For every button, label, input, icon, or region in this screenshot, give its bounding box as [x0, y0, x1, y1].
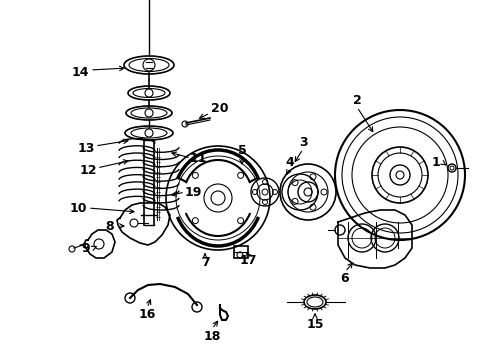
Text: 14: 14 [71, 66, 89, 78]
Bar [234, 246, 248, 258]
Polygon shape [338, 210, 412, 268]
Text: 12: 12 [79, 163, 97, 176]
Text: 11: 11 [189, 152, 207, 165]
Text: 18: 18 [203, 329, 220, 342]
Text: 19: 19 [184, 185, 202, 198]
Text: 9: 9 [82, 242, 90, 255]
Text: 5: 5 [238, 144, 246, 157]
Text: 13: 13 [77, 141, 95, 154]
Text: 10: 10 [69, 202, 87, 215]
Text: 16: 16 [138, 309, 156, 321]
Text: 4: 4 [286, 156, 294, 168]
Text: 6: 6 [341, 271, 349, 284]
Text: 15: 15 [306, 319, 324, 332]
Text: 1: 1 [432, 156, 441, 168]
Text: 7: 7 [200, 256, 209, 270]
Text: 8: 8 [106, 220, 114, 233]
Text: 17: 17 [239, 255, 257, 267]
Text: 2: 2 [353, 94, 361, 107]
Text: 3: 3 [299, 135, 307, 149]
Text: 20: 20 [211, 102, 229, 114]
